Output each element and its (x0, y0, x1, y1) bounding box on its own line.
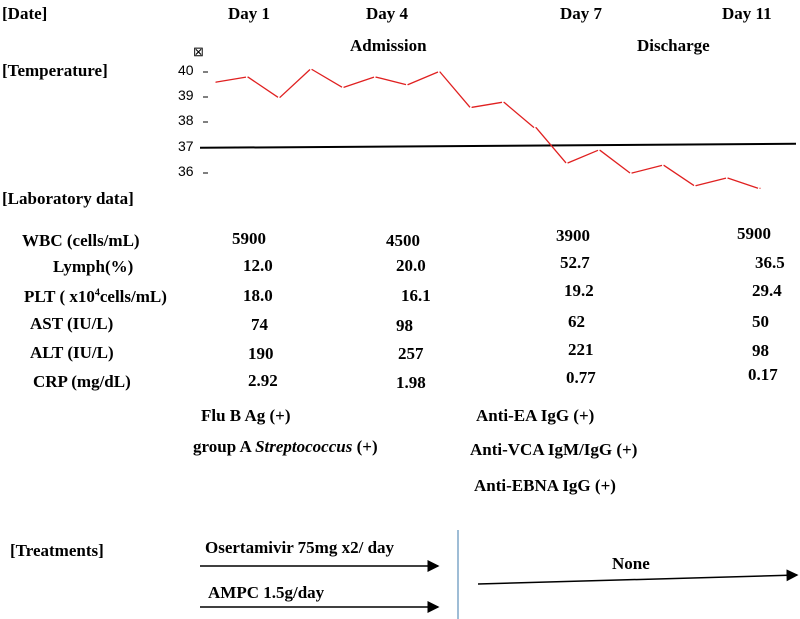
alt-day11: 98 (752, 341, 769, 360)
temp-tick-38: 38 (178, 112, 194, 128)
temperature-point-8 (471, 106, 473, 108)
ast-day1: 74 (251, 315, 268, 334)
temp-tick-37: 37 (178, 138, 194, 154)
lab-label: [Laboratory data] (2, 189, 134, 208)
temperature-segment-0 (215, 76, 247, 83)
temperature-segment-9 (503, 101, 535, 129)
temperature-segment-5 (375, 76, 407, 86)
plt-day11: 29.4 (752, 281, 782, 300)
lab-row-crp-name: CRP (mg/dL) (33, 372, 131, 391)
temperature-segment-4 (343, 76, 375, 88)
temp-tick-36: 36 (178, 163, 194, 179)
temperature-segment-3 (311, 68, 343, 88)
lymph-day11: 36.5 (755, 253, 785, 272)
temperature-point-11 (567, 162, 569, 164)
temperature-point-4 (343, 86, 345, 88)
ast-day4: 98 (396, 316, 413, 335)
temperature-segment-12 (599, 149, 631, 174)
lymph-day7: 52.7 (560, 253, 590, 272)
temp-tick-39: 39 (178, 87, 194, 103)
date-label: [Date] (2, 4, 48, 23)
temperature-point-3 (311, 68, 313, 71)
alt-day1: 190 (248, 344, 274, 363)
alt-day4: 257 (398, 344, 424, 363)
ast-day7: 62 (568, 312, 585, 331)
none-label: None (612, 554, 650, 573)
day-11-label: Day 11 (722, 4, 772, 23)
temperature-point-6 (407, 84, 409, 86)
temperature-point-9 (503, 101, 505, 103)
lab-row-plt-name: PLT ( x104cells/mL) (24, 287, 167, 306)
temperature-segment-11 (567, 149, 599, 164)
anti-ea-result: Anti-EA IgG (+) (476, 406, 595, 425)
temperature-segment-7 (439, 71, 471, 108)
temperature-point-15 (695, 185, 697, 187)
temperature-axis (203, 71, 208, 174)
day-4-label: Day 4 (366, 4, 409, 23)
temp-tick-40: 40 (178, 62, 194, 78)
unit-glyph-icon: ⊠ (193, 44, 204, 59)
temperature-segment-6 (407, 71, 439, 86)
crp-day7: 0.77 (566, 368, 596, 387)
alt-day7: 221 (568, 340, 594, 359)
plt-day7: 19.2 (564, 281, 594, 300)
temperature-point-13 (631, 172, 633, 174)
lab-row-ast-name: AST (IU/L) (30, 314, 114, 333)
anti-vca-result: Anti-VCA IgM/IgG (+) (470, 440, 638, 459)
temperature-point-7 (439, 71, 441, 73)
lymph-day4: 20.0 (396, 256, 426, 275)
wbc-day4: 4500 (386, 231, 420, 250)
anti-ebna-result: Anti-EBNA IgG (+) (474, 476, 616, 495)
temperature-label: [Temperature] (2, 61, 108, 80)
admission-label: Admission (350, 36, 427, 55)
crp-day11: 0.17 (748, 365, 778, 384)
treatments-label: [Treatments] (10, 541, 104, 560)
wbc-day11: 5900 (737, 224, 771, 243)
lymph-day1: 12.0 (243, 256, 273, 275)
strep-result: group A Streptococcus (+) (193, 437, 378, 456)
temperature-segment-1 (247, 76, 279, 98)
oseltamivir-label: Osertamivir 75mg x2/ day (205, 538, 395, 557)
temperature-segment-14 (663, 164, 695, 187)
temperature-segment-15 (695, 177, 727, 187)
temperature-point-16 (727, 177, 729, 179)
ampc-label: AMPC 1.5g/day (208, 583, 325, 602)
wbc-day7: 3900 (556, 226, 590, 245)
temperature-point-10 (535, 127, 537, 129)
day-1-label: Day 1 (228, 4, 271, 23)
temperature-segment-2 (279, 69, 311, 98)
ast-day11: 50 (752, 312, 769, 331)
lab-row-lymph-name: Lymph(%) (53, 257, 134, 276)
lab-row-wbc-name: WBC (cells/mL) (22, 231, 140, 250)
plt-day1: 18.0 (243, 286, 273, 305)
temperature-segment-13 (631, 164, 663, 174)
temperature-point-17 (759, 187, 761, 189)
lab-row-alt-name: ALT (IU/L) (30, 343, 114, 362)
temperature-point-2 (279, 96, 281, 98)
temperature-series (215, 68, 761, 189)
temperature-segment-8 (471, 101, 503, 108)
flu-b-result: Flu B Ag (+) (201, 406, 291, 425)
temperature-point-0 (215, 81, 217, 83)
plt-day4: 16.1 (401, 286, 431, 305)
crp-day4: 1.98 (396, 373, 426, 392)
temperature-point-12 (599, 149, 601, 151)
none-arrow (477, 569, 799, 585)
temperature-point-14 (663, 164, 665, 166)
wbc-day1: 5900 (232, 229, 266, 248)
discharge-label: Discharge (637, 36, 710, 55)
crp-day1: 2.92 (248, 371, 278, 390)
reference-line-37 (199, 142, 797, 149)
temperature-segment-10 (535, 127, 567, 164)
temperature-point-1 (247, 76, 249, 78)
temperature-point-5 (375, 76, 377, 78)
temperature-segment-16 (727, 177, 759, 189)
day-7-label: Day 7 (560, 4, 603, 23)
